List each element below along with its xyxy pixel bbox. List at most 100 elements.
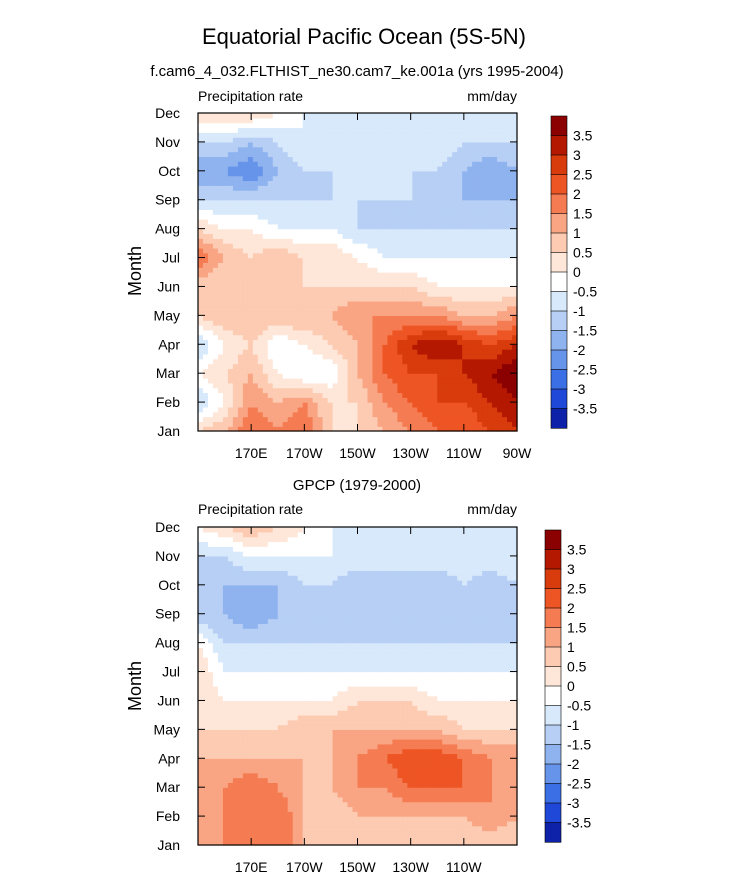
heatmap-cell [257,180,264,186]
heatmap-cell [212,344,219,350]
heatmap-cell [317,190,324,196]
heatmap-cell [477,416,483,422]
heatmap-cell [302,840,309,846]
heatmap-cell [242,291,249,297]
heatmap-cell [442,416,448,422]
heatmap-cell [267,209,274,215]
y-axis-label: Month [125,661,145,711]
heatmap-cell [417,811,423,817]
heatmap-cell [292,204,299,210]
heatmap-cell [342,816,349,822]
heatmap-cell [497,811,503,817]
heatmap-cell [392,334,398,341]
heatmap-cell [267,816,274,822]
heatmap-cell [402,820,408,827]
heatmap-cell [227,368,234,374]
heatmap-cell [417,349,423,355]
heatmap-cell [382,146,388,153]
heatmap-cell [302,816,309,822]
heatmap-cell [402,353,408,360]
heatmap-cell [302,382,309,389]
heatmap-cell [322,426,329,432]
heatmap-cell [342,185,349,191]
heatmap-cell [317,228,324,235]
heatmap-cell [322,373,329,379]
heatmap-cell [377,358,384,365]
heatmap-cell [292,349,299,355]
heatmap-cell [307,792,314,798]
heatmap-cell [342,204,349,210]
heatmap-cell [232,151,239,157]
heatmap-cell [257,286,264,292]
heatmap-cell [512,310,518,316]
heatmap-cell [447,835,453,841]
heatmap-cell [292,252,299,259]
heatmap-cell [202,840,209,846]
heatmap-cell [222,406,229,413]
heatmap-cell [487,334,493,341]
heatmap-cell [507,421,513,427]
heatmap-cell [257,243,264,249]
heatmap-cell [487,175,493,182]
heatmap-cell [442,397,448,403]
heatmap-cell [317,325,324,331]
heatmap-cell [437,305,443,312]
heatmap-cell [227,151,234,157]
heatmap-cell [307,228,314,235]
heatmap-cell [377,247,384,254]
heatmap-cell [452,170,458,177]
heatmap-cell [357,315,364,321]
heatmap-cell [397,397,403,403]
heatmap-cell [357,806,364,812]
heatmap-cell [462,214,468,220]
heatmap-cell [417,214,423,220]
heatmap-cell [477,811,483,817]
heatmap-cell [212,382,219,389]
heatmap-cell [202,141,209,148]
heatmap-cell [222,257,229,263]
heatmap-cell [198,247,204,254]
heatmap-cell [332,190,339,196]
heatmap-cell [387,310,393,316]
heatmap-cell [492,835,498,841]
heatmap-cell [222,276,229,283]
heatmap-cell [382,349,388,355]
heatmap-cell [507,816,513,822]
heatmap-cell [352,411,359,418]
heatmap-cell [492,204,498,210]
heatmap-cell [212,363,219,369]
heatmap-cell [422,382,428,389]
heatmap-cell [507,281,513,288]
heatmap-cell [262,411,269,418]
heatmap-cell [412,811,418,817]
heatmap-cell [417,243,423,249]
colorbar-box [550,135,568,156]
heatmap-cell [282,825,289,832]
heatmap-cell [212,141,219,148]
heatmap-cell [282,214,289,220]
heatmap-cell [352,387,359,394]
heatmap-cell [342,190,349,196]
heatmap-cell [492,166,498,172]
heatmap-cell [297,387,304,394]
heatmap-cell [502,180,508,186]
heatmap-cell [427,840,433,846]
heatmap-cell [347,185,354,191]
heatmap-cell [462,329,468,336]
heatmap-cell [347,402,354,408]
heatmap-cell [247,276,254,283]
heatmap-cell [267,166,274,172]
heatmap-cell [477,122,483,129]
heatmap-cell [227,127,234,133]
heatmap-cell [242,300,249,307]
heatmap-cell [382,806,388,812]
heatmap-cell [382,796,388,803]
heatmap-cell [512,378,518,384]
heatmap-cell [507,146,513,153]
heatmap-cell [497,334,503,341]
heatmap-cell [347,262,354,268]
heatmap-cell [198,132,204,138]
heatmap-cell [447,281,453,288]
heatmap-cell [277,382,284,389]
heatmap-cell [357,373,364,379]
